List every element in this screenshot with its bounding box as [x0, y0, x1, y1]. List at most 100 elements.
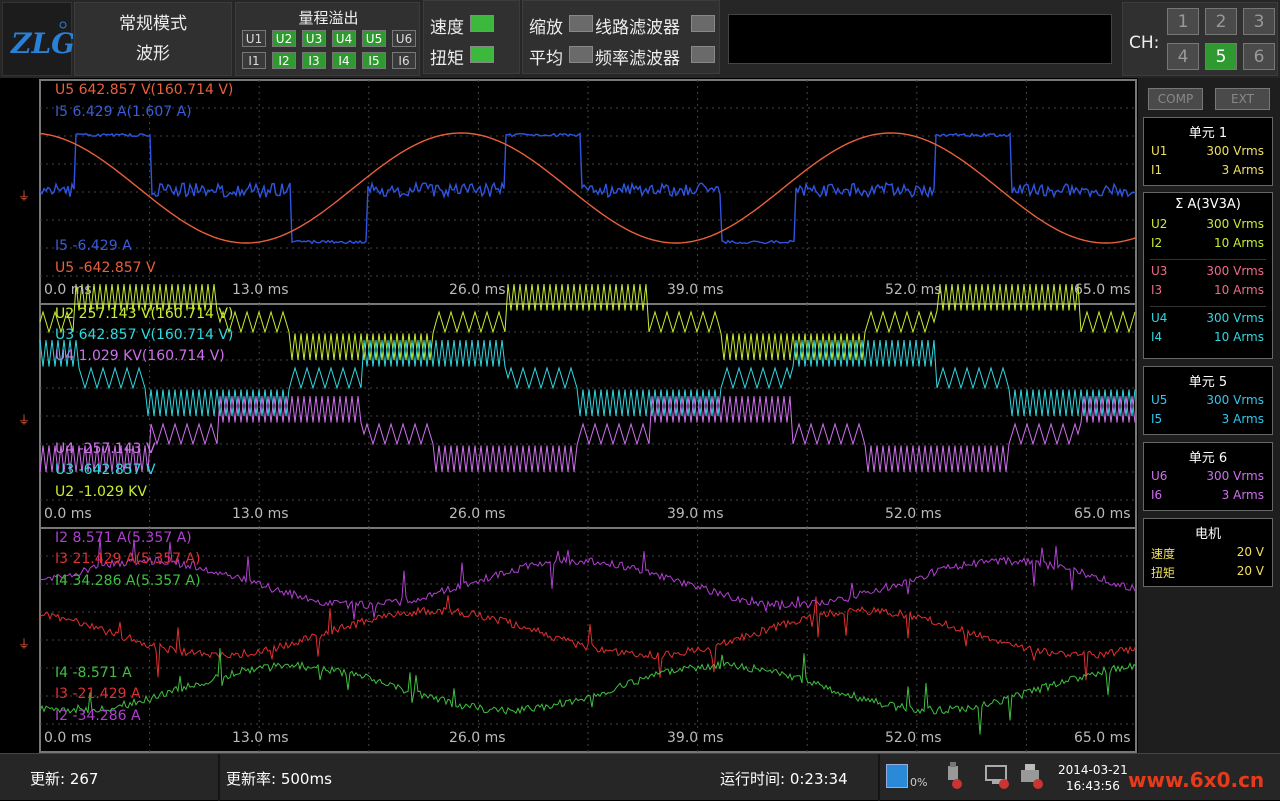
tag-i3: I3: [302, 52, 326, 69]
freq-filter-label: 频率滤波器: [595, 44, 680, 69]
network-icon[interactable]: [984, 762, 1010, 790]
tag-i1: I1: [242, 52, 266, 69]
u2-top-label: U2 257.143 V(160.714 V): [55, 306, 233, 322]
ch-button-1[interactable]: 1: [1167, 8, 1199, 35]
i1-name: I1: [1151, 163, 1162, 177]
tag-u6: U6: [392, 30, 416, 47]
time: 16:43:56: [1066, 779, 1120, 793]
comp-button[interactable]: COMP: [1148, 88, 1203, 110]
ch-button-3[interactable]: 3: [1243, 8, 1275, 35]
avg-toggle[interactable]: [569, 46, 593, 63]
ground-marker: ⏚: [18, 637, 30, 651]
unit-6-panel[interactable]: 单元 6 U6 300 Vrms I6 3 Arms: [1143, 442, 1273, 511]
tick-p2-0: 0.0 ms: [44, 506, 92, 522]
zlg-logo: ZLG: [2, 2, 72, 76]
i5-name: I5: [1151, 412, 1162, 426]
u5-name: U5: [1151, 393, 1167, 407]
usb-icon[interactable]: [944, 762, 962, 790]
status-divider-2: [878, 754, 880, 801]
ch-button-4[interactable]: 4: [1167, 43, 1199, 70]
u5-range: 300 Vrms: [1206, 393, 1264, 407]
unit-6-title: 单元 6: [1144, 447, 1272, 466]
u3-name: U3: [1151, 264, 1167, 278]
tick-p1-5: 65.0 ms: [1074, 282, 1131, 298]
waveform-canvas[interactable]: ⏚ ⏚ ⏚: [0, 78, 1142, 753]
u3-bottom-label: U3 -642.857 V: [55, 462, 156, 478]
u1-name: U1: [1151, 144, 1167, 158]
sigma-a-panel[interactable]: Σ A(3V3A) U2 300 Vrms I2 10 Arms U3 300 Vrm…: [1143, 192, 1273, 359]
tag-i6: I6: [392, 52, 416, 69]
ch-button-5[interactable]: 5: [1205, 43, 1237, 70]
line-filter-toggle[interactable]: [691, 15, 715, 32]
speed-torque-panel: 速度 扭矩: [423, 0, 520, 74]
overrange-panel: 量程溢出 U1 U2 U3 U4 U5 U6 I1 I2 I3 I4 I5 I6: [235, 2, 420, 76]
u4-bottom-label: U4 -257.143 V: [55, 441, 156, 457]
tick-p3-1: 13.0 ms: [232, 730, 289, 746]
i4-top-label: I4 34.286 A(5.357 A): [55, 573, 201, 589]
torque-name: 扭矩: [1151, 564, 1175, 581]
tag-i4: I4: [332, 52, 356, 69]
storage-icon[interactable]: [886, 764, 908, 788]
sigma-a-title: Σ A(3V3A): [1144, 197, 1272, 212]
tick-p1-4: 52.0 ms: [885, 282, 942, 298]
u5-bottom-label: U5 -642.857 V: [55, 260, 156, 276]
unit-5-title: 单元 5: [1144, 371, 1272, 390]
i2-range: 10 Arms: [1214, 236, 1264, 250]
unit-1-title: 单元 1: [1144, 122, 1272, 141]
tag-i2: I2: [272, 52, 296, 69]
svg-text:ZLG: ZLG: [10, 27, 73, 60]
printer-icon[interactable]: [1018, 762, 1044, 790]
torque-toggle[interactable]: [470, 46, 494, 63]
tick-p2-2: 26.0 ms: [449, 506, 506, 522]
tag-u5: U5: [362, 30, 386, 47]
u4-range: 300 Vrms: [1206, 311, 1264, 325]
tag-i5: I5: [362, 52, 386, 69]
ch-label: CH:: [1129, 33, 1159, 53]
mode-selector[interactable]: 常规模式 波形: [74, 2, 232, 76]
u6-range: 300 Vrms: [1206, 469, 1264, 483]
ext-button[interactable]: EXT: [1215, 88, 1270, 110]
ground-marker: ⏚: [18, 413, 30, 427]
i4-name: I4: [1151, 330, 1162, 344]
filter-panel: 缩放 线路滤波器 平均 频率滤波器: [522, 0, 720, 74]
speed-toggle[interactable]: [470, 15, 494, 32]
ground-marker: ⏚: [18, 189, 30, 203]
storage-percent: 0%: [910, 776, 927, 789]
ch-button-2[interactable]: 2: [1205, 8, 1237, 35]
u2-range: 300 Vrms: [1206, 217, 1264, 231]
tick-p1-3: 39.0 ms: [667, 282, 724, 298]
tick-p1-2: 26.0 ms: [449, 282, 506, 298]
i5-top-label: I5 6.429 A(1.607 A): [55, 104, 192, 120]
i3-bottom-label: I3 -21.429 A: [55, 686, 141, 702]
i4-range: 10 Arms: [1214, 330, 1264, 344]
zoom-toggle[interactable]: [569, 15, 593, 32]
unit-1-panel[interactable]: 单元 1 U1 300 Vrms I1 3 Arms: [1143, 117, 1273, 186]
u2-bottom-label: U2 -1.029 KV: [55, 484, 147, 500]
tick-p2-4: 52.0 ms: [885, 506, 942, 522]
u1-range: 300 Vrms: [1206, 144, 1264, 158]
tick-p2-5: 65.0 ms: [1074, 506, 1131, 522]
tick-p3-4: 52.0 ms: [885, 730, 942, 746]
tag-u4: U4: [332, 30, 356, 47]
torque-label: 扭矩: [430, 44, 464, 69]
unit-5-panel[interactable]: 单元 5 U5 300 Vrms I5 3 Arms: [1143, 366, 1273, 435]
i2-name: I2: [1151, 236, 1162, 250]
speed-label: 速度: [430, 13, 464, 38]
freq-filter-toggle[interactable]: [691, 46, 715, 63]
speed-name: 速度: [1151, 545, 1175, 562]
tag-u3: U3: [302, 30, 326, 47]
message-display: [728, 14, 1112, 64]
motor-panel[interactable]: 电机 速度 20 V 扭矩 20 V: [1143, 518, 1273, 587]
i3-top-label: I3 21.429 A(5.357 A): [55, 551, 201, 567]
ch-button-6[interactable]: 6: [1243, 43, 1275, 70]
i2-top-label: I2 8.571 A(5.357 A): [55, 530, 192, 546]
overrange-title: 量程溢出: [236, 7, 421, 28]
u4-name: U4: [1151, 311, 1167, 325]
tick-p1-1: 13.0 ms: [232, 282, 289, 298]
avg-label: 平均: [529, 44, 563, 69]
date: 2014-03-21: [1058, 763, 1128, 777]
u5-top-label: U5 642.857 V(160.714 V): [55, 82, 233, 98]
i2-bottom-label: I2 -34.286 A: [55, 708, 141, 724]
i6-name: I6: [1151, 488, 1162, 502]
i1-range: 3 Arms: [1222, 163, 1264, 177]
